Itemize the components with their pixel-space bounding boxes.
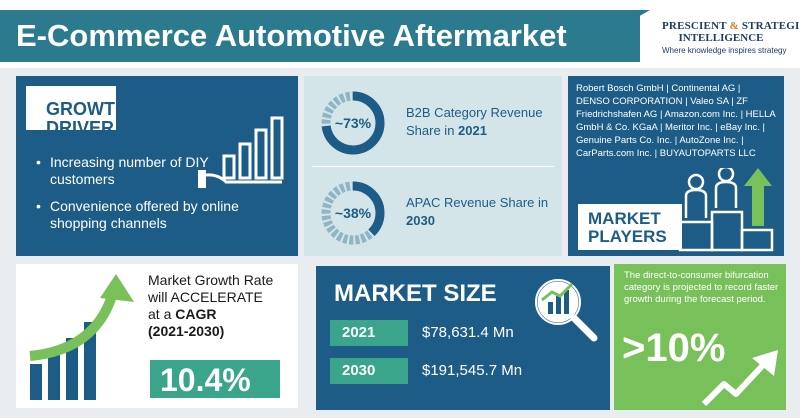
cagr-value-box: 10.4% (150, 360, 280, 398)
growth-driver-heading: GROWTH DRIVER (46, 100, 128, 138)
market-players-panel: Robert Bosch GmbH | Continental AG | DEN… (568, 76, 784, 256)
logo-word-strategic: STRATEGIC (741, 20, 800, 32)
magnifier-chart-icon (534, 278, 598, 342)
cagr-line1: Market Growth Rate (148, 272, 274, 288)
stat-label: B2B Category Revenue Share in 2021 (406, 104, 556, 140)
market-size-year: 2030 (342, 362, 376, 379)
market-size-row: 2021 $78,631.4 Mn (330, 320, 600, 346)
cagr-description: Market Growth Rate will ACCELERATE at a … (148, 272, 296, 340)
brand-logo: PRESCIENT & STRATEGIC INTELLIGENCE Where… (662, 20, 800, 55)
growth-driver-item: Convenience offered by online shopping c… (36, 198, 266, 232)
market-players-heading-line1: MARKET (588, 209, 661, 228)
cagr-panel: Market Growth Rate will ACCELERATE at a … (16, 264, 298, 408)
logo-tagline: Where knowledge inspires strategy (662, 46, 787, 55)
growth-driver-list: Increasing number of DIY customers Conve… (36, 154, 266, 242)
title-banner (0, 10, 640, 62)
forecast-text: The direct-to-consumer bifurcation categ… (624, 270, 779, 305)
forecast-value: >10% (622, 326, 726, 370)
cagr-line3-prefix: at a (148, 306, 176, 322)
cagr-value: 10.4% (160, 362, 251, 398)
growth-arrow-icon (29, 274, 134, 400)
stat-value: ~38% (335, 205, 372, 221)
donut-gauge-icon: ~73% (321, 91, 385, 155)
logo-word-prescient: PRESCIENT (662, 20, 727, 32)
market-size-value: $191,545.7 Mn (422, 362, 523, 379)
logo-line1: PRESCIENT & STRATEGIC (662, 20, 800, 32)
stat-divider (312, 166, 554, 167)
stat-label-text: B2B Category Revenue Share in (406, 105, 543, 138)
header: E-Commerce Automotive Aftermarket PRESCI… (0, 0, 800, 68)
people-podium-icon (678, 168, 774, 252)
growth-driver-heading-box: GROWTH DRIVER (26, 86, 128, 138)
market-size-title: MARKET SIZE (334, 280, 497, 307)
stat-label: APAC Revenue Share in 2030 (406, 194, 556, 230)
cagr-line3: at a CAGR (148, 306, 296, 323)
market-size-year-box: 2021 (330, 320, 408, 346)
growth-driver-panel: GROWTH DRIVER Increasing number of DIY c… (16, 76, 298, 256)
growth-driver-item: Increasing number of DIY customers (36, 154, 266, 188)
market-size-row: 2030 $191,545.7 Mn (330, 358, 600, 384)
stat-label-year: 2030 (406, 213, 435, 228)
stat-label-year: 2021 (458, 123, 487, 138)
market-size-panel: MARKET SIZE 2021 $78,631.4 Mn 2030 $191,… (316, 266, 610, 410)
market-size-year-box: 2030 (330, 358, 408, 384)
stat-label-text: APAC Revenue Share in (406, 195, 549, 210)
market-players-heading: MARKET PLAYERS (588, 210, 667, 246)
cagr-line3-bold: CAGR (175, 306, 217, 322)
stats-panel: ~73% B2B Category Revenue Share in 2021 … (304, 76, 562, 256)
market-size-value: $78,631.4 Mn (422, 324, 514, 341)
cagr-line4: (2021-2030) (148, 323, 225, 339)
title-banner-accent (560, 10, 650, 62)
market-size-year: 2021 (342, 324, 376, 341)
logo-line2: INTELLIGENCE (678, 32, 764, 44)
growth-driver-heading-line2: DRIVER (46, 118, 115, 138)
donut-gauge-icon: ~38% (321, 181, 385, 245)
stat-value: ~73% (335, 115, 372, 131)
market-players-heading-box: MARKET PLAYERS (578, 204, 682, 250)
growth-driver-heading-line1: GROWTH (46, 99, 128, 119)
players-list: Robert Bosch GmbH | Continental AG | DEN… (576, 83, 776, 159)
trend-arrow-icon (702, 350, 778, 406)
page-title: E-Commerce Automotive Aftermarket (16, 18, 567, 53)
cagr-line2: will ACCELERATE (148, 289, 263, 305)
logo-ampersand: & (726, 20, 742, 32)
forecast-panel: The direct-to-consumer bifurcation categ… (614, 264, 786, 410)
market-players-heading-line2: PLAYERS (588, 227, 667, 246)
